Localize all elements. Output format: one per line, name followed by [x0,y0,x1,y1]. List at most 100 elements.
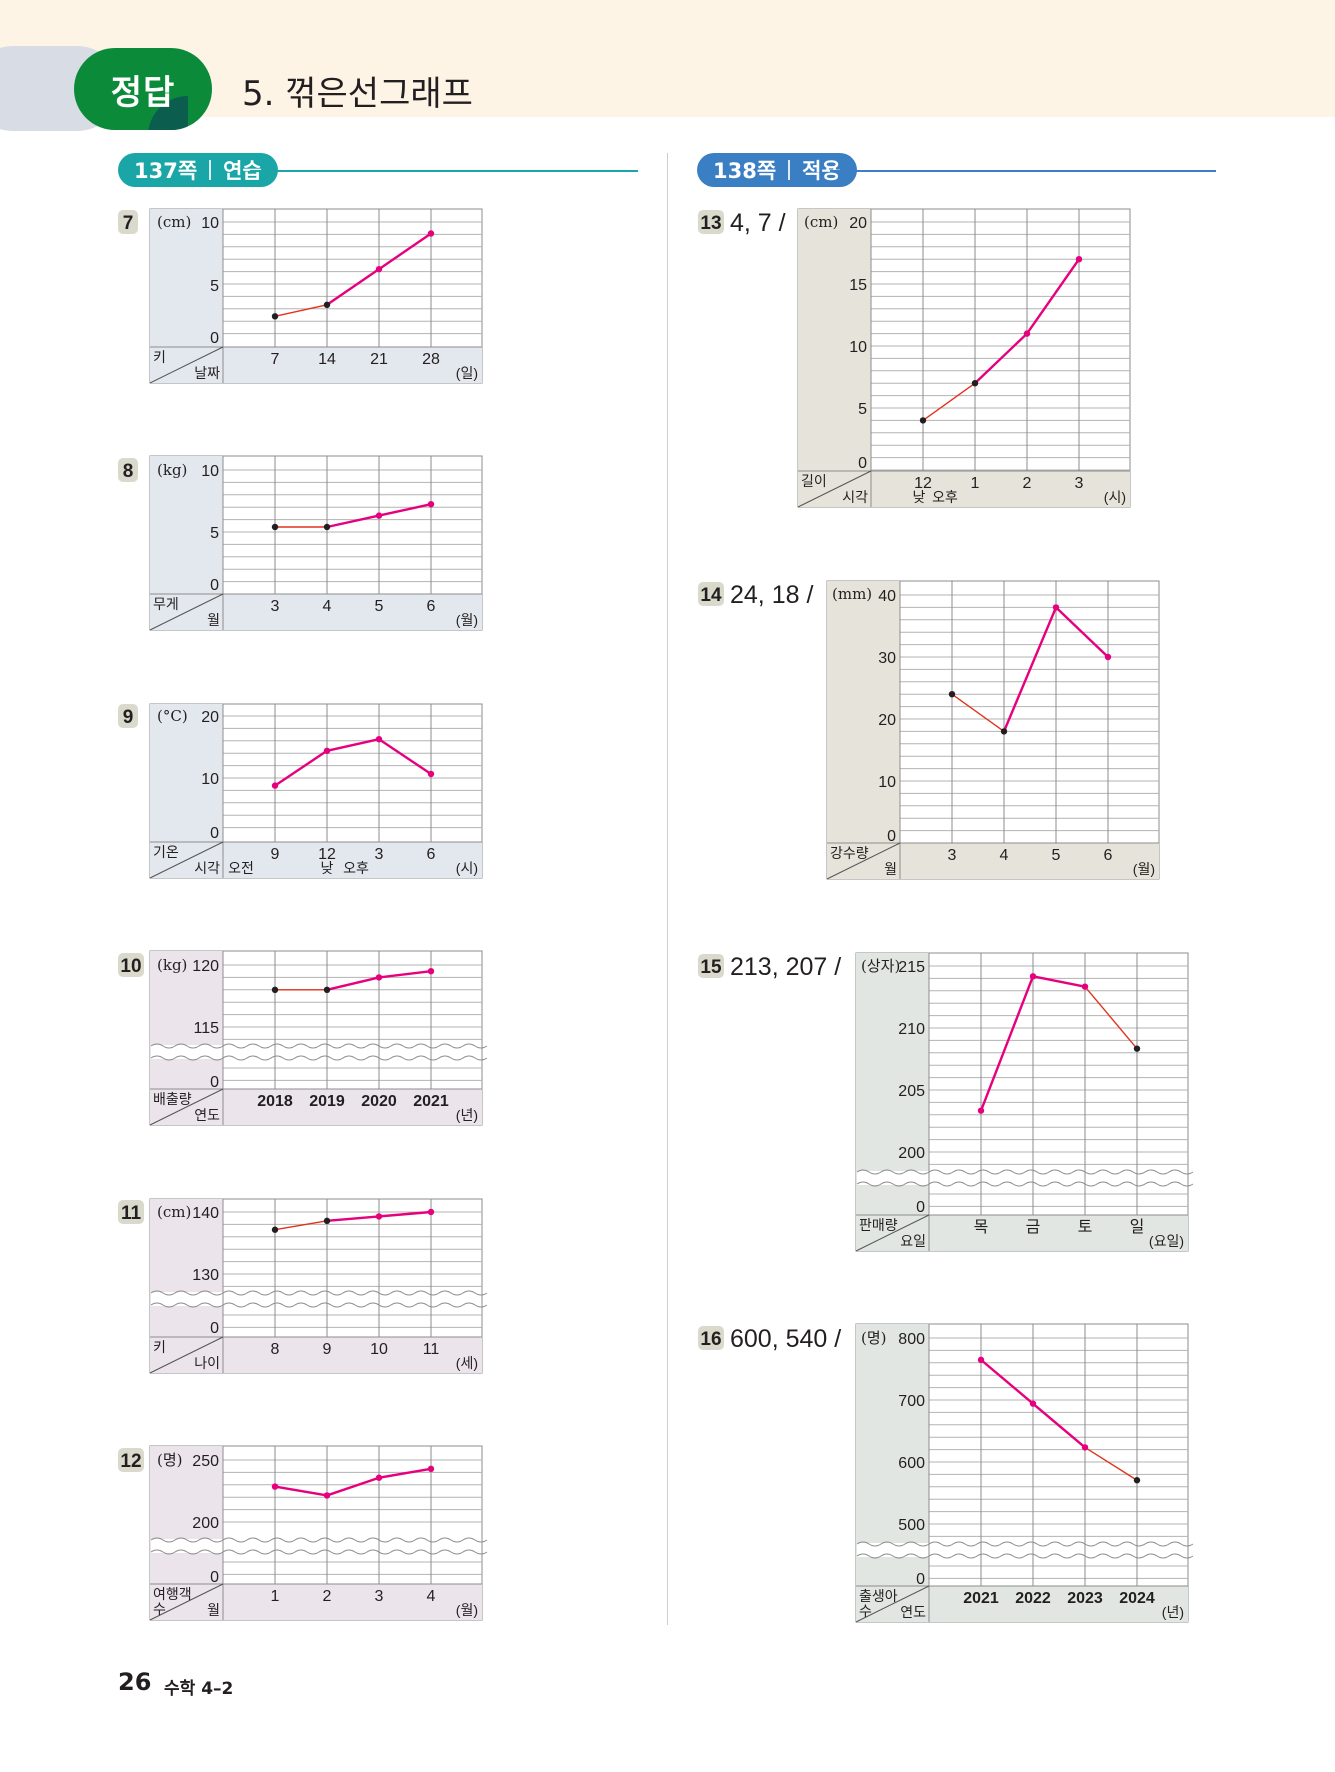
data-point [271,313,279,320]
series-line-segment [326,738,380,752]
x-unit-label: (세) [456,1355,478,1371]
break-band [857,1543,1187,1557]
y-tick-label: 0 [210,825,219,842]
y-tick-label: 600 [898,1455,925,1472]
series-line-segment [979,975,1035,1112]
y-tick-label: 5 [210,525,219,542]
problem-number: 9 [123,707,134,728]
corner-diagonal [149,593,224,631]
corner-y-label: 여행객 [153,1586,192,1602]
chart-category-panel [150,347,482,383]
data-point [427,770,435,778]
y-tick-label: 700 [898,1393,925,1410]
series-line-segment [378,1467,432,1479]
corner-y-label: 수 [859,1603,872,1619]
x-tick-label: 11 [423,1341,440,1358]
corner-x-label: 연도 [194,1107,220,1123]
x-tick-label: 3 [375,846,384,863]
corner-y-label: 무게 [153,596,179,612]
chart-category-panel [827,843,1159,879]
x-sub-label: 오후 [343,860,369,876]
y-tick-label: 215 [898,959,925,976]
x-tick-label: 2 [1023,475,1032,492]
chart-category-panel [798,471,1130,507]
x-tick-label: 7 [271,351,280,368]
corner-diagonal [826,842,901,880]
x-tick-label: 3 [1075,475,1084,492]
x-unit-label: (월) [456,1602,478,1618]
data-point [375,974,383,981]
x-tick-label: 6 [1104,847,1113,864]
y-tick-label: 20 [849,215,867,232]
break-band [151,1292,481,1306]
y-tick-label: 10 [878,774,896,791]
problem-number: 15 [700,957,722,978]
problem-number-badge [698,582,724,606]
y-tick-label: 0 [210,330,219,347]
problem-answer: 4, 7 / [730,209,786,237]
series-line-segment [274,749,328,787]
data-point [1133,1477,1141,1484]
series-line-segment [326,976,380,991]
corner-x-label: 연도 [900,1604,926,1620]
y-unit-label: (cm) [157,213,191,231]
x-tick-label: 1 [971,475,980,492]
series-line-segment [378,232,432,271]
section-rule [830,170,1216,172]
data-point [271,1483,279,1490]
data-point [1029,973,1037,980]
data-point [977,1107,985,1114]
chart-category-panel [150,594,482,630]
corner-diagonal [149,1336,224,1374]
data-point [323,1217,331,1225]
data-point [323,1492,331,1499]
x-tick-label: 28 [422,351,440,368]
problem-number-badge [698,210,724,234]
corner-x-label: 시각 [194,860,220,876]
x-sub-label: 오전 [228,860,254,876]
chart-category-panel [150,1337,482,1373]
series-line-segment [1055,606,1109,658]
corner-y-label: 배출량 [153,1091,192,1107]
corner-y-label: 기온 [153,844,179,860]
y-tick-label: 115 [193,1020,219,1037]
problem-number: 13 [700,213,721,234]
corner-x-label: 월 [207,1602,220,1618]
problem-number-badge [118,210,138,234]
x-tick-label: 6 [427,598,436,615]
x-sub-label: 낮 [321,860,334,876]
x-tick-label: 2021 [963,1590,999,1607]
problem-number-badge [118,1448,144,1472]
y-unit-label: (상자) [861,957,900,975]
corner-x-label: 요일 [900,1233,926,1249]
problem-number-badge [118,953,144,977]
corner-diagonal [797,470,872,508]
x-unit-label: (시) [1104,489,1126,505]
section-page-label: 137쪽 [134,159,198,183]
data-point [1081,983,1089,990]
y-tick-label: 0 [887,828,896,845]
chart-category-panel [856,1586,1188,1622]
data-point [1075,256,1083,263]
column-divider [667,153,668,1625]
problem-number: 8 [123,461,134,482]
series-line-segment [1032,1402,1086,1449]
x-tick-label: 9 [271,846,280,863]
y-tick-label: 140 [192,1205,219,1222]
x-unit-label: (년) [456,1107,478,1123]
series-line-segment [274,304,328,317]
data-point [271,782,279,789]
data-point [375,736,383,743]
corner-diagonal [855,1214,930,1252]
series-line-segment [326,514,380,529]
answer-badge: 정답 [74,48,212,130]
series-line-segment [1002,606,1058,732]
problem-number-badge [698,1326,724,1350]
corner-x-label: 시각 [842,489,868,505]
answer-badge-label: 정답 [110,72,176,113]
problem-number: 16 [700,1329,721,1350]
x-tick-label: 2 [323,1588,332,1605]
footer-subject: 수학 4–2 [164,1679,234,1699]
data-point [323,523,331,531]
